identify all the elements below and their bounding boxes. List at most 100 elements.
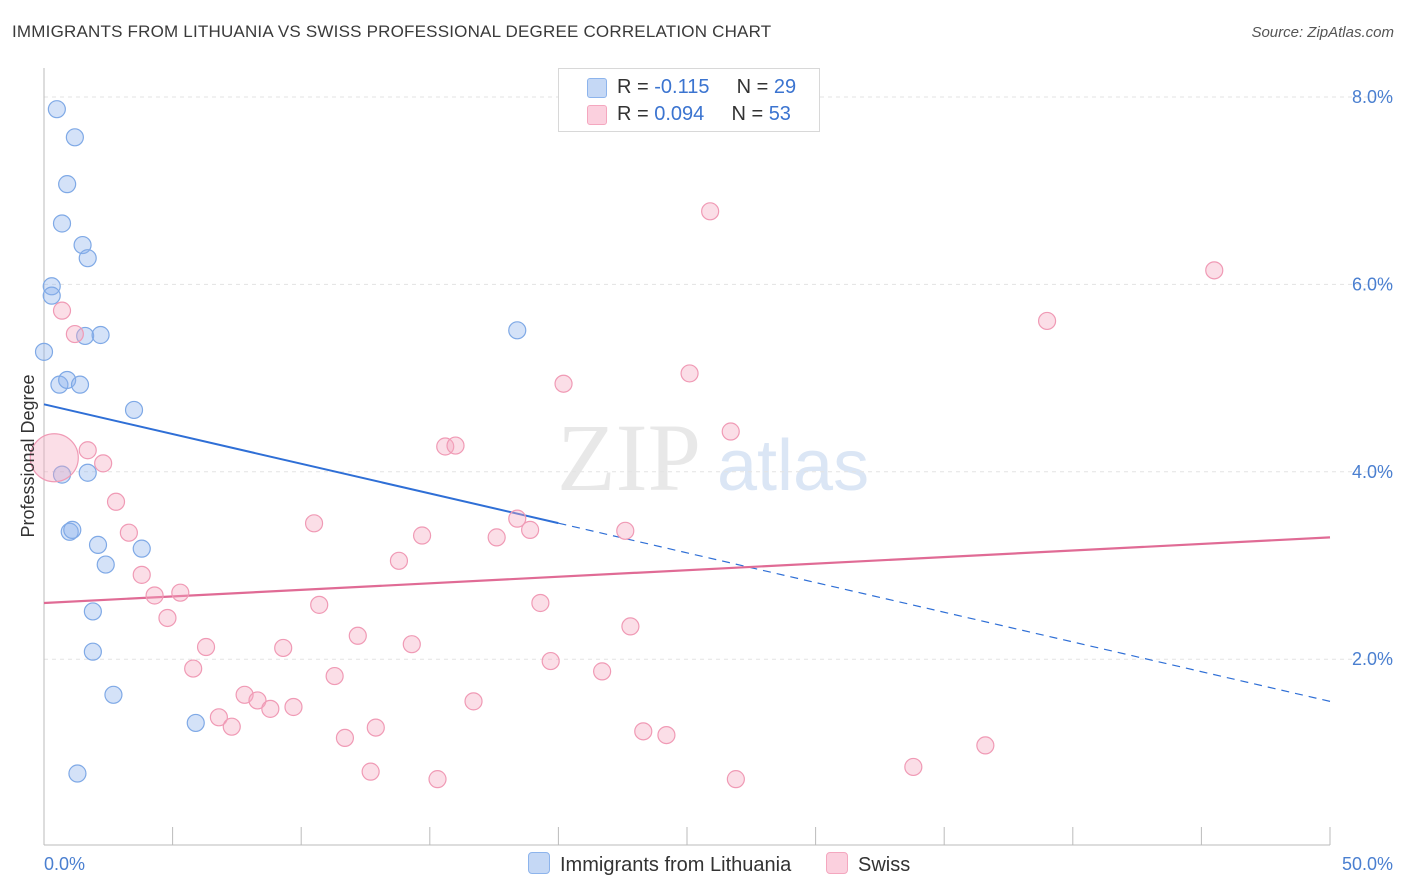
point-pink: [361, 762, 380, 781]
point-pink: [274, 638, 293, 658]
point-pink: [65, 324, 84, 344]
trendline-pink: [43, 536, 1331, 605]
point-blue: [78, 463, 97, 482]
series-legend-blue: Immigrants from Lithuania: [528, 852, 791, 877]
point-blue: [34, 342, 54, 361]
point-pink: [171, 583, 190, 602]
point-pink: [132, 565, 151, 584]
point-pink: [721, 422, 740, 441]
point-blue: [42, 286, 61, 305]
point-blue: [508, 321, 527, 340]
point-pink: [248, 691, 267, 710]
point-pink: [261, 699, 280, 718]
legend-n-label: N =: [731, 103, 769, 125]
point-pink: [1205, 261, 1224, 280]
point-pink: [284, 697, 303, 717]
point-pink: [621, 617, 640, 636]
point-pink: [145, 586, 164, 605]
point-pink: [106, 492, 126, 511]
point-pink: [119, 523, 138, 542]
point-pink: [976, 736, 995, 755]
point-blue: [91, 325, 110, 345]
legend-swatch-pink: [587, 105, 607, 125]
point-pink: [209, 708, 228, 727]
source-note: Source: ZipAtlas.com: [1251, 24, 1394, 41]
point-pink: [348, 626, 367, 645]
point-pink: [1037, 311, 1057, 331]
legend-r-value: 0.094: [654, 103, 705, 125]
point-pink: [657, 725, 676, 745]
point-pink: [464, 692, 483, 711]
point-pink: [325, 666, 344, 686]
point-blue: [78, 249, 97, 268]
legend-r-label: R =: [617, 76, 655, 98]
point-blue: [124, 400, 144, 420]
axes: [43, 68, 1331, 846]
point-pink: [680, 364, 699, 383]
gridlines: [44, 96, 1392, 660]
y-tick-label: 6.0%: [1352, 274, 1393, 294]
point-pink: [304, 514, 324, 533]
point-blue: [70, 375, 90, 394]
x-tick-label: 0.0%: [44, 854, 85, 874]
point-pink: [412, 526, 432, 545]
trendlines: [43, 403, 1331, 702]
point-pink: [184, 659, 203, 678]
point-pink: [616, 521, 635, 540]
point-blue: [132, 539, 151, 558]
watermark: ZIP atlas: [557, 404, 869, 511]
tick-labels: 2.0% 4.0% 6.0% 8.0% 0.0% 50.0%: [44, 87, 1393, 874]
point-pink: [402, 635, 421, 654]
point-pink: [158, 608, 177, 628]
y-axis-label: Professional Degree: [18, 374, 38, 537]
legend-row-blue: R = -0.115 N = 29: [617, 76, 796, 99]
point-pink: [446, 436, 465, 455]
point-blue: [65, 128, 84, 147]
series-legend-pink: Swiss: [826, 852, 910, 877]
point-pink: [310, 595, 329, 614]
point-pink: [335, 728, 355, 748]
data-points: [29, 100, 1224, 789]
point-pink: [29, 433, 79, 483]
point-blue: [42, 277, 61, 296]
point-pink: [52, 301, 72, 320]
legend-swatch-blue: [587, 78, 607, 98]
point-pink: [196, 637, 216, 657]
y-tick-label: 2.0%: [1352, 649, 1393, 669]
point-blue: [52, 214, 72, 233]
x-tick-label: 50.0%: [1342, 854, 1393, 874]
point-blue: [83, 642, 102, 661]
series-label-blue: Immigrants from Lithuania: [560, 854, 792, 876]
trendline-blue-solid: [43, 403, 559, 525]
series-swatch-blue: [528, 852, 550, 874]
point-blue: [47, 100, 66, 119]
point-pink: [593, 662, 612, 681]
watermark-atlas: atlas: [717, 426, 869, 506]
point-blue: [63, 520, 82, 539]
correlation-legend: R = -0.115 N = 29 R = 0.094 N = 53: [558, 68, 820, 132]
legend-n-value: 29: [773, 76, 797, 98]
point-pink: [531, 593, 550, 613]
point-blue: [186, 713, 205, 733]
point-blue: [68, 764, 87, 783]
point-blue: [88, 535, 108, 554]
point-pink: [541, 651, 560, 671]
point-pink: [222, 717, 241, 736]
series-label-pink: Swiss: [858, 854, 911, 876]
point-pink: [508, 509, 527, 528]
point-pink: [701, 202, 720, 221]
chart-title: IMMIGRANTS FROM LITHUANIA VS SWISS PROFE…: [12, 22, 772, 41]
point-pink: [389, 551, 409, 570]
point-blue: [104, 685, 123, 704]
legend-n-value: 53: [768, 103, 791, 125]
legend-row-pink: R = 0.094 N = 53: [617, 103, 791, 126]
point-pink: [78, 441, 97, 460]
point-pink: [634, 722, 653, 741]
point-blue: [58, 175, 77, 194]
point-pink: [521, 520, 540, 539]
point-pink: [366, 718, 385, 737]
y-tick-label: 8.0%: [1352, 87, 1393, 107]
legend-r-label: R =: [617, 103, 655, 125]
point-blue: [96, 555, 115, 574]
